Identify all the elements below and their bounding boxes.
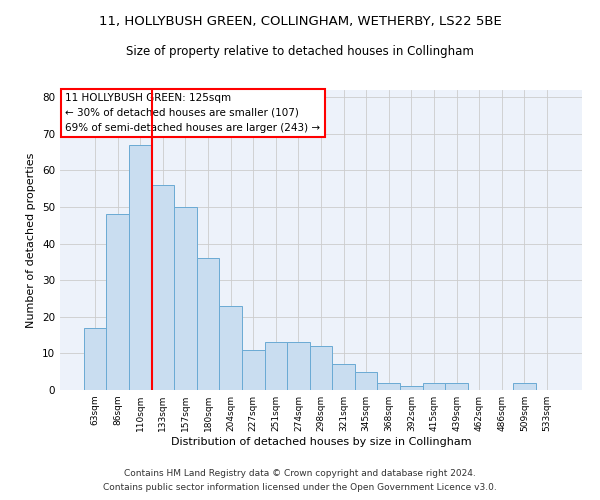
- Bar: [174, 207, 197, 390]
- Bar: [242, 350, 265, 390]
- Bar: [197, 258, 220, 390]
- Bar: [400, 386, 422, 390]
- Text: 11, HOLLYBUSH GREEN, COLLINGHAM, WETHERBY, LS22 5BE: 11, HOLLYBUSH GREEN, COLLINGHAM, WETHERB…: [98, 15, 502, 28]
- Text: 11 HOLLYBUSH GREEN: 125sqm
← 30% of detached houses are smaller (107)
69% of sem: 11 HOLLYBUSH GREEN: 125sqm ← 30% of deta…: [65, 93, 320, 132]
- Bar: [310, 346, 332, 390]
- Bar: [513, 382, 536, 390]
- Bar: [287, 342, 310, 390]
- Bar: [332, 364, 355, 390]
- Bar: [355, 372, 377, 390]
- Text: Contains HM Land Registry data © Crown copyright and database right 2024.: Contains HM Land Registry data © Crown c…: [124, 468, 476, 477]
- Bar: [220, 306, 242, 390]
- Bar: [152, 185, 174, 390]
- Bar: [106, 214, 129, 390]
- Bar: [377, 382, 400, 390]
- X-axis label: Distribution of detached houses by size in Collingham: Distribution of detached houses by size …: [170, 437, 472, 447]
- Y-axis label: Number of detached properties: Number of detached properties: [26, 152, 37, 328]
- Bar: [129, 145, 152, 390]
- Text: Size of property relative to detached houses in Collingham: Size of property relative to detached ho…: [126, 45, 474, 58]
- Bar: [265, 342, 287, 390]
- Bar: [84, 328, 106, 390]
- Bar: [445, 382, 468, 390]
- Text: Contains public sector information licensed under the Open Government Licence v3: Contains public sector information licen…: [103, 484, 497, 492]
- Bar: [422, 382, 445, 390]
